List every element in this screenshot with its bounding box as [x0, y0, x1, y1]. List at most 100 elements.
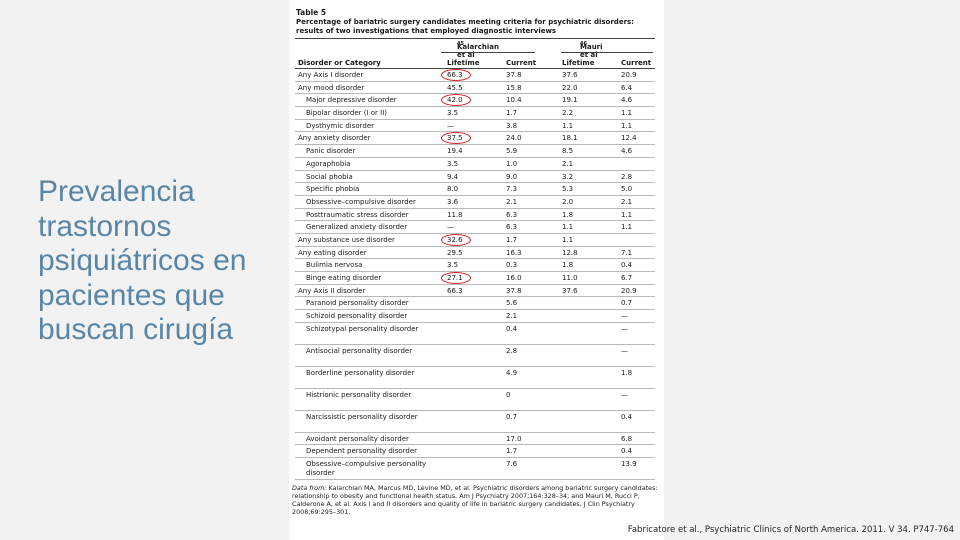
cell-value: 7.3: [506, 185, 518, 194]
row-label: Obsessive–compulsive personality disorde…: [306, 460, 427, 477]
cell-value: 0: [506, 390, 511, 399]
cell-value: 1.1: [562, 223, 574, 232]
table-row: Obsessive–compulsive disorder 3.6 2.1 2.0 2.…: [295, 196, 655, 209]
cell-value: 5.0: [621, 185, 633, 194]
column-header-lifetime: Lifetime: [447, 59, 480, 67]
table-row: Social phobia 9.4 9.0 3.2 2.8: [295, 171, 655, 184]
table-row: Dependent personality disorder 1.7 0.4: [295, 445, 655, 459]
cell-value: 2.1: [506, 197, 518, 206]
row-label: Any mood disorder: [298, 83, 365, 92]
cell-value: 2.2: [562, 109, 574, 118]
cell-value: 2.1: [506, 312, 518, 321]
row-label: Specific phobia: [306, 185, 360, 194]
cell-value: 7.1: [621, 248, 633, 257]
cell-value: 6.3: [506, 210, 518, 219]
cell-value: 16.3: [506, 248, 522, 257]
row-label: Major depressive disorder: [306, 96, 397, 105]
cell-value: —: [621, 312, 628, 321]
cell-value: 19.4: [447, 147, 463, 156]
row-label: Borderline personality disorder: [306, 368, 415, 377]
table-footnote: Data from: Kalarchian MA, Marcus MD, Lev…: [292, 484, 658, 516]
cell-value: 1.1: [562, 235, 574, 244]
source-citation: Fabricatore et al., Psychiatric Clinics …: [627, 525, 954, 535]
cell-value: 10.4: [506, 96, 522, 105]
cell-value: 3.5: [447, 109, 459, 118]
cell-value: 9.0: [506, 172, 518, 181]
cell-value: 17.0: [506, 434, 522, 443]
cell-value: 1.7: [506, 235, 518, 244]
cell-value: 6.4: [621, 83, 633, 92]
cell-value: 1.7: [506, 109, 518, 118]
table-row: Generalized anxiety disorder — 6.3 1.1 1.1: [295, 221, 655, 234]
highlight-circle: [441, 69, 471, 81]
cell-value: —: [621, 390, 628, 399]
row-label: Schizoid personality disorder: [306, 312, 408, 321]
table-row: Schizoid personality disorder 2.1 —: [295, 310, 655, 323]
cell-value: 1.1: [562, 121, 574, 130]
group-header-kalarchian: Kalarchian et al 45: [457, 41, 499, 59]
cell-value: 3.5: [447, 261, 459, 270]
row-label: Panic disorder: [306, 147, 356, 156]
cell-value: 2.1: [562, 159, 574, 168]
cell-value: 19.1: [562, 96, 578, 105]
cell-value: 2.8: [621, 172, 633, 181]
cell-value: 0.4: [621, 412, 633, 421]
slide-title: Prevalencia trastornos psiquiátricos en …: [38, 175, 247, 346]
cell-value: 11.8: [447, 210, 463, 219]
row-label: Antisocial personality disorder: [306, 346, 413, 355]
cell-value: 18.1: [562, 134, 578, 143]
row-label: Binge eating disorder: [306, 274, 382, 282]
cell-value: 5.6: [506, 299, 518, 308]
row-label: Social phobia: [306, 172, 353, 181]
row-label: Avoidant personality disorder: [306, 434, 409, 443]
highlight-circle: [441, 272, 471, 284]
table-row: Bulimia nervosa 3.5 0.3 1.8 0.4: [295, 259, 655, 272]
row-label: Paranoid personality disorder: [306, 299, 409, 308]
cell-value: 6.7: [621, 274, 633, 282]
table-row: Histrionic personality disorder 0 —: [295, 389, 655, 411]
column-header-current: Current: [621, 59, 652, 67]
cell-value: 1.1: [621, 223, 633, 232]
psychiatric-disorders-table: Table 5 Percentage of bariatric surgery …: [295, 8, 655, 488]
row-label: Bulimia nervosa: [306, 261, 363, 270]
table-row: Antisocial personality disorder 2.8 —: [295, 345, 655, 367]
table-row: Dysthymic disorder — 3.8 1.1 1.1: [295, 120, 655, 133]
table-label: Table 5: [296, 8, 327, 17]
cell-value: 37.8: [506, 286, 522, 295]
cell-value: 13.9: [621, 460, 637, 469]
table-row: Posttraumatic stress disorder 11.8 6.3 1.8 1…: [295, 209, 655, 222]
cell-value: 1.7: [506, 447, 518, 456]
cell-value: 6.3: [506, 223, 518, 232]
row-label: Any Axis I disorder: [298, 71, 364, 79]
table-row: Any Axis I disorder 66.3 37.8 37.6 20.9: [295, 69, 655, 82]
row-label: Narcissistic personality disorder: [306, 412, 418, 421]
cell-value: 1.0: [506, 159, 518, 168]
cell-value: 45.5: [447, 83, 463, 92]
cell-value: 8.0: [447, 185, 459, 194]
table-row: Any mood disorder 45.5 15.8 22.0 6.4: [295, 82, 655, 95]
cell-value: 2.0: [562, 197, 574, 206]
group-header-mauri: Mauri et al 46: [580, 41, 603, 59]
cell-value: 12.8: [562, 248, 578, 257]
cell-value: —: [621, 324, 628, 333]
row-label: Any eating disorder: [298, 248, 367, 257]
row-label: Agoraphobia: [306, 159, 351, 168]
cell-value: 66.3: [447, 286, 463, 295]
table-row: Binge eating disorder 27.1 16.0 11.0 6.7: [295, 272, 655, 285]
highlight-circle: [441, 233, 471, 246]
cell-value: 0.7: [621, 299, 633, 308]
highlight-circle: [441, 94, 471, 107]
cell-value: 5.3: [562, 185, 574, 194]
cell-value: 1.1: [621, 109, 633, 118]
table-row: Specific phobia 8.0 7.3 5.3 5.0: [295, 183, 655, 196]
cell-value: 3.2: [562, 172, 574, 181]
column-header-category: Disorder or Category: [298, 59, 381, 67]
cell-value: 24.0: [506, 134, 522, 143]
cell-value: 4.6: [621, 96, 633, 105]
row-label: Dysthymic disorder: [306, 121, 375, 130]
table-row: Paranoid personality disorder 5.6 0.7: [295, 297, 655, 311]
cell-value: 8.5: [562, 147, 574, 156]
cell-value: 0.7: [506, 412, 518, 421]
cell-value: 11.0: [562, 274, 578, 282]
cell-value: 3.5: [447, 159, 459, 168]
